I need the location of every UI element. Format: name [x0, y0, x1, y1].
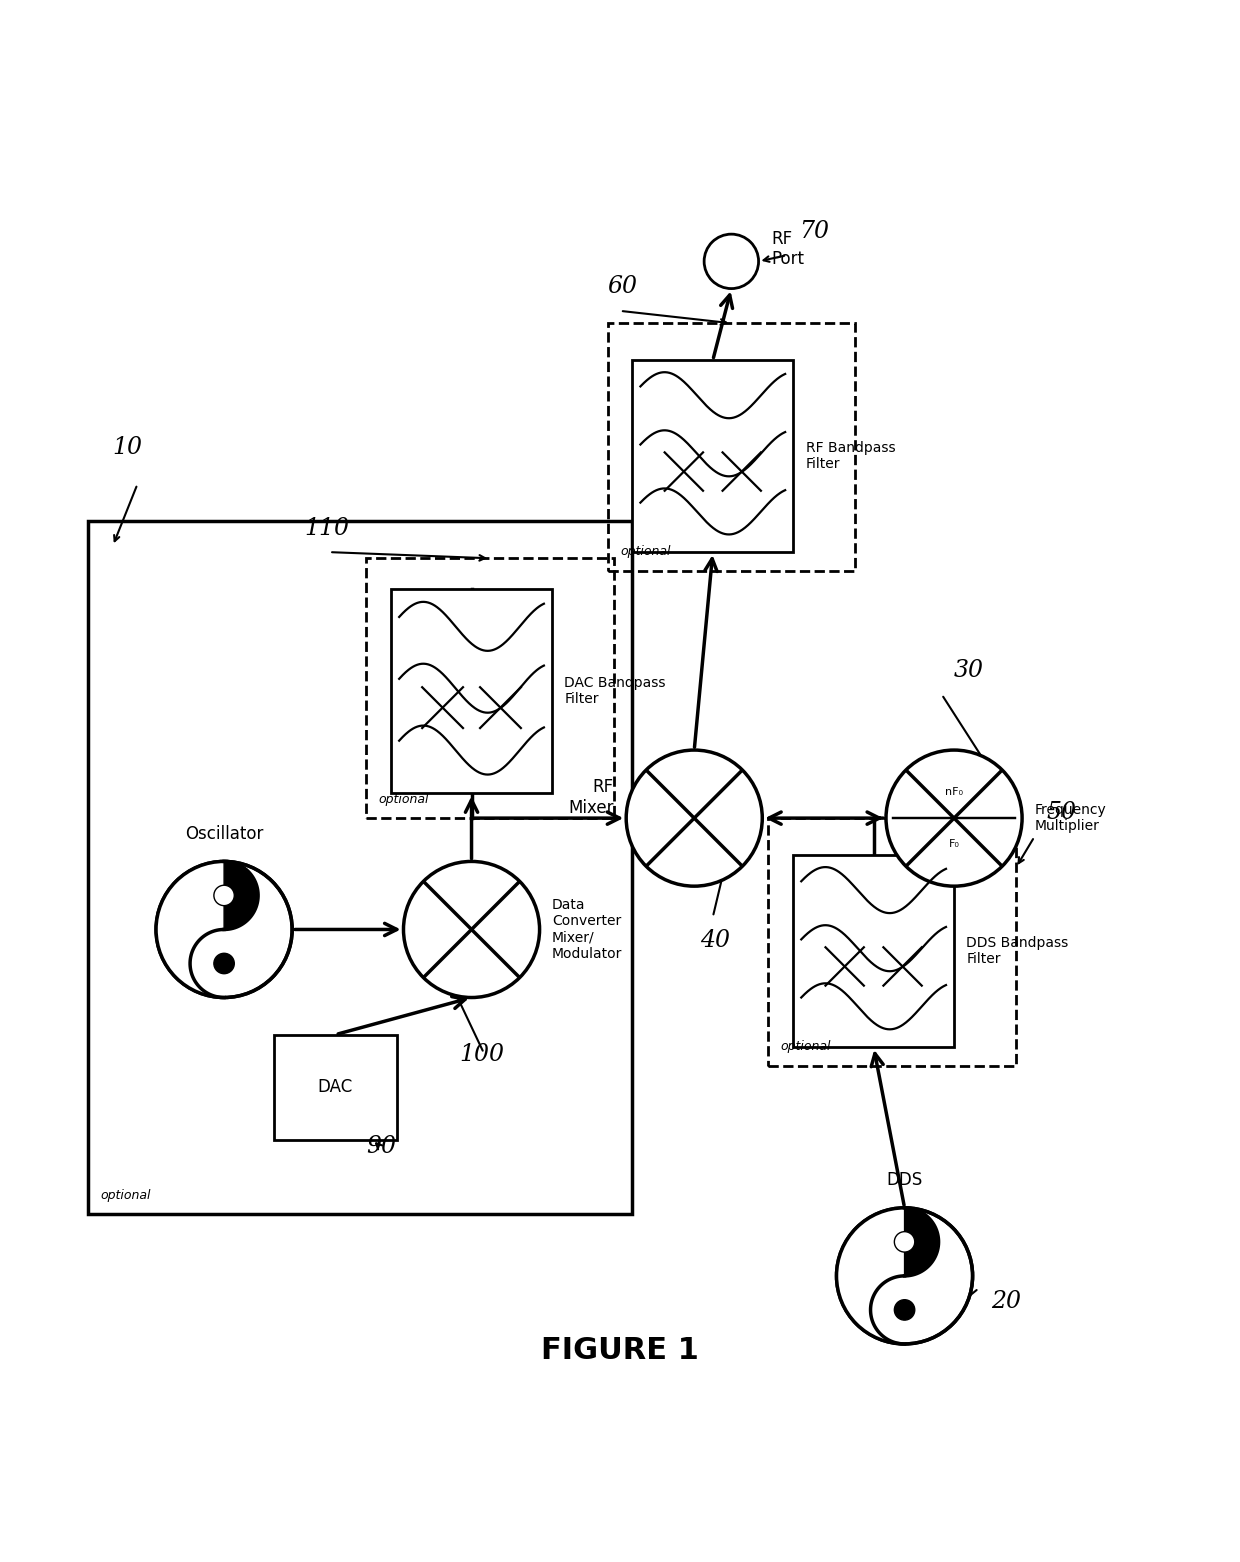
Bar [608, 323, 856, 570]
Text: 100: 100 [459, 1042, 505, 1065]
Circle shape [837, 1207, 972, 1343]
Polygon shape [904, 1207, 939, 1276]
Text: 20: 20 [991, 1290, 1022, 1314]
Text: RF Bandpass
Filter: RF Bandpass Filter [806, 440, 895, 472]
Text: 90: 90 [366, 1136, 397, 1159]
Polygon shape [870, 1276, 904, 1343]
Circle shape [213, 953, 234, 973]
Circle shape [626, 750, 763, 886]
Text: 70: 70 [800, 220, 830, 242]
Circle shape [704, 234, 759, 289]
Polygon shape [190, 929, 224, 998]
Text: nF₀: nF₀ [945, 787, 963, 797]
Circle shape [894, 1232, 915, 1253]
Text: F₀: F₀ [949, 839, 960, 850]
Text: RF
Port: RF Port [771, 230, 804, 269]
Circle shape [156, 861, 293, 998]
Circle shape [213, 886, 234, 906]
Bar [391, 589, 552, 793]
Bar [274, 1034, 397, 1140]
Text: 30: 30 [954, 659, 985, 683]
Text: DAC: DAC [317, 1078, 353, 1097]
Text: DAC Bandpass
Filter: DAC Bandpass Filter [564, 676, 666, 706]
Bar [88, 522, 632, 1214]
Text: 50: 50 [1047, 801, 1076, 825]
Text: optional: optional [100, 1189, 151, 1201]
Bar [632, 361, 794, 551]
Bar [366, 558, 614, 818]
Text: DDS Bandpass
Filter: DDS Bandpass Filter [966, 936, 1069, 967]
Text: Oscillator: Oscillator [185, 825, 263, 843]
Polygon shape [837, 1207, 904, 1343]
Polygon shape [156, 861, 224, 998]
Polygon shape [224, 861, 258, 929]
Text: 110: 110 [305, 517, 350, 540]
Text: DDS: DDS [887, 1172, 923, 1189]
Text: optional: optional [378, 793, 429, 806]
Text: Frequency
Multiplier: Frequency Multiplier [1034, 803, 1106, 833]
Bar [769, 818, 1016, 1065]
Circle shape [887, 750, 1022, 886]
Bar [794, 856, 954, 1047]
Circle shape [894, 1300, 915, 1320]
Text: 10: 10 [113, 436, 143, 459]
Text: optional: optional [781, 1040, 831, 1053]
Text: FIGURE 1: FIGURE 1 [541, 1336, 699, 1365]
Text: RF
Mixer: RF Mixer [568, 778, 614, 817]
Text: Data
Converter
Mixer/
Modulator: Data Converter Mixer/ Modulator [552, 898, 622, 961]
Text: 60: 60 [608, 275, 637, 298]
Text: 40: 40 [701, 929, 730, 953]
Circle shape [403, 861, 539, 998]
Text: optional: optional [620, 545, 671, 558]
